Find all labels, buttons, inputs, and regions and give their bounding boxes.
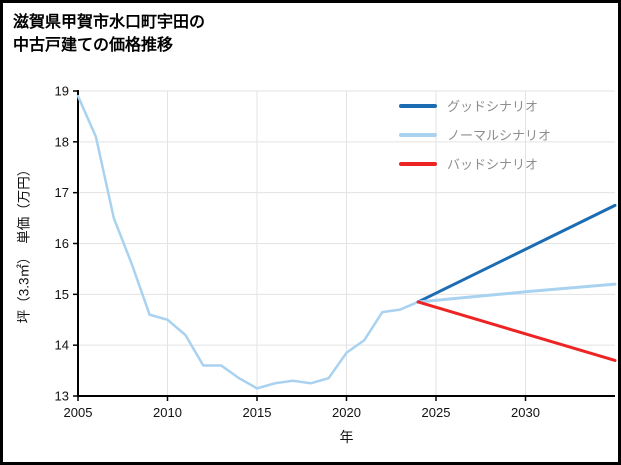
svg-text:2025: 2025 xyxy=(422,405,451,420)
svg-text:2030: 2030 xyxy=(511,405,540,420)
svg-text:14: 14 xyxy=(55,338,69,353)
svg-text:19: 19 xyxy=(55,84,69,99)
y-axis-label-wrap: 坪（3.3㎡） 単価（万円） xyxy=(5,88,39,398)
legend-line-normal-icon xyxy=(399,132,437,137)
legend: グッドシナリオ ノーマルシナリオ バッドシナリオ xyxy=(399,96,551,173)
legend-line-bad-icon xyxy=(399,161,437,166)
svg-text:2010: 2010 xyxy=(153,405,182,420)
y-axis-label: 坪（3.3㎡） 単価（万円） xyxy=(16,162,31,324)
legend-label-normal-scenario: ノーマルシナリオ xyxy=(447,128,552,143)
svg-text:18: 18 xyxy=(55,134,69,149)
svg-text:13: 13 xyxy=(55,389,69,404)
legend-item-normal-scenario: ノーマルシナリオ xyxy=(399,125,551,144)
legend-line-good-icon xyxy=(399,103,437,108)
legend-item-good-scenario: グッドシナリオ xyxy=(399,96,551,115)
legend-label-good-scenario: グッドシナリオ xyxy=(447,99,539,114)
chart-title: 滋賀県甲賀市水口町宇田の 中古戸建ての価格推移 xyxy=(13,11,205,57)
chart-title-line1: 滋賀県甲賀市水口町宇田の xyxy=(13,14,206,31)
svg-text:16: 16 xyxy=(55,236,69,251)
svg-text:2020: 2020 xyxy=(332,405,361,420)
x-axis-label: 年 xyxy=(339,429,354,445)
price-trend-line-chart: 2005 2010 2015 2020 2025 2030 13 14 15 16 17 18 19 xyxy=(55,84,617,420)
legend-label-bad-scenario: バッドシナリオ xyxy=(447,157,539,172)
svg-text:2005: 2005 xyxy=(64,405,93,420)
svg-text:15: 15 xyxy=(55,287,69,302)
svg-text:2015: 2015 xyxy=(243,405,272,420)
chart-title-line2: 中古戸建ての価格推移 xyxy=(13,37,174,55)
legend-item-bad-scenario: バッドシナリオ xyxy=(399,154,551,173)
svg-text:17: 17 xyxy=(55,185,69,200)
